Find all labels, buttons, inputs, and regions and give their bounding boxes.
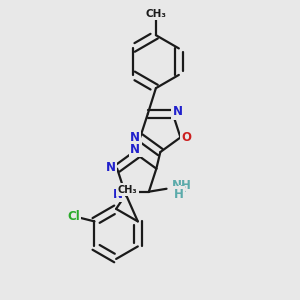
Text: N: N (106, 161, 116, 174)
Text: N: N (130, 131, 140, 144)
Text: N: N (113, 188, 123, 201)
Text: O: O (182, 131, 191, 144)
Text: N: N (173, 105, 183, 118)
Text: 2: 2 (179, 185, 186, 194)
Text: CH₃: CH₃ (146, 9, 167, 19)
Text: N: N (130, 142, 140, 156)
Text: CH₃: CH₃ (118, 185, 137, 195)
Text: NH: NH (172, 179, 192, 192)
Text: H: H (174, 188, 184, 201)
Text: Cl: Cl (67, 210, 80, 223)
